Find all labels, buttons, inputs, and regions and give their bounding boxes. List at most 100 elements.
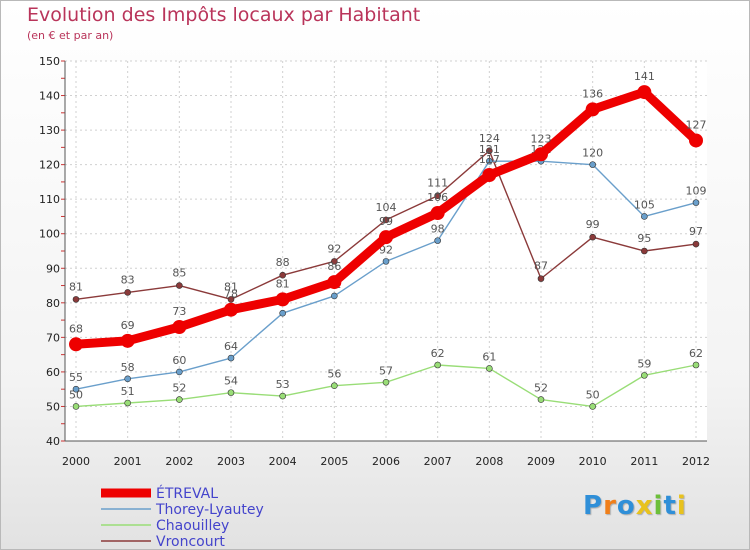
data-label: 124 [479, 132, 500, 145]
data-label: 54 [224, 375, 238, 388]
data-point [641, 372, 648, 379]
data-point [279, 309, 286, 317]
data-label: 56 [327, 368, 341, 381]
data-point [641, 247, 648, 255]
chart-title: Evolution des Impôts locaux par Habitant [27, 4, 421, 26]
data-label: 111 [427, 177, 448, 190]
data-point [482, 168, 497, 182]
data-label: 136 [582, 87, 603, 100]
y-tick-label: 100 [39, 228, 60, 241]
x-tick-label: 2000 [62, 455, 90, 468]
x-tick-label: 2012 [682, 455, 710, 468]
data-point [176, 396, 183, 403]
data-label: 109 [686, 185, 707, 198]
data-label: 99 [586, 218, 600, 231]
x-tick-label: 2003 [217, 455, 245, 468]
data-label: 81 [69, 280, 83, 293]
x-tick-label: 2011 [630, 455, 658, 468]
data-point [430, 206, 445, 220]
y-tick-label: 120 [39, 159, 60, 172]
y-tick-label: 140 [39, 90, 60, 103]
data-point [589, 403, 596, 410]
data-point [434, 237, 441, 244]
data-point [486, 157, 493, 165]
data-point [227, 354, 235, 362]
data-point [382, 258, 390, 265]
data-point [434, 361, 441, 369]
data-label: 81 [276, 277, 290, 290]
x-tick-label: 2010 [579, 455, 607, 468]
x-tick-label: 2001 [114, 455, 142, 468]
data-label: 86 [327, 260, 341, 273]
y-tick-label: 70 [46, 331, 60, 344]
data-point [689, 133, 703, 148]
data-label: 123 [531, 132, 552, 145]
logo-letter: i [676, 491, 687, 521]
data-point [589, 233, 596, 241]
data-point [72, 385, 80, 393]
data-label: 92 [327, 242, 341, 255]
data-point [72, 403, 80, 410]
data-label: 78 [224, 288, 238, 301]
data-label: 117 [479, 153, 500, 166]
data-point [172, 320, 187, 334]
data-label: 55 [69, 371, 83, 384]
data-label: 83 [121, 273, 135, 286]
data-label: 121 [479, 143, 500, 156]
data-point [176, 368, 183, 376]
data-point [692, 240, 700, 248]
x-tick-label: 2002 [165, 455, 193, 468]
y-tick-label: 40 [46, 435, 60, 448]
logo-letter: P [583, 491, 604, 521]
data-label: 106 [427, 191, 448, 204]
data-label: 120 [582, 147, 603, 160]
data-label: 61 [482, 350, 496, 363]
data-label: 50 [69, 388, 83, 401]
data-point [537, 396, 545, 403]
data-point [224, 302, 238, 317]
data-point [434, 192, 441, 200]
data-point [486, 365, 493, 372]
legend-label: Vroncourt [156, 534, 225, 549]
data-label: 58 [121, 361, 135, 374]
data-label: 85 [172, 267, 186, 280]
logo-letter: t [663, 491, 677, 521]
y-tick-label: 130 [39, 124, 60, 137]
data-label: 52 [172, 382, 186, 395]
data-point [227, 389, 235, 396]
data-point [534, 147, 548, 162]
data-label: 81 [224, 280, 238, 293]
data-point [176, 282, 183, 289]
chart-subtitle: (en € et par an) [27, 29, 114, 42]
data-label: 51 [121, 385, 135, 398]
x-tick-label: 2007 [424, 455, 452, 468]
data-label: 64 [224, 340, 238, 353]
data-point [382, 216, 390, 224]
y-tick-label: 60 [46, 366, 60, 379]
data-label: 57 [379, 364, 393, 377]
data-label: 68 [69, 322, 83, 335]
y-tick-label: 110 [39, 193, 60, 206]
x-tick-label: 2006 [372, 455, 400, 468]
data-point [124, 399, 131, 407]
data-point [124, 375, 131, 383]
data-point [637, 85, 652, 100]
data-label: 60 [172, 354, 186, 367]
data-label: 98 [431, 223, 445, 236]
x-tick-label: 2008 [475, 455, 503, 468]
data-point [279, 392, 286, 400]
legend-label: Thorey-Lyautey [155, 502, 264, 518]
data-point [641, 213, 648, 220]
data-point [692, 361, 700, 369]
data-point [279, 271, 286, 279]
data-label: 99 [379, 215, 393, 228]
data-point [327, 275, 342, 290]
data-point [331, 292, 338, 300]
data-label: 95 [637, 232, 651, 245]
data-label: 104 [376, 201, 397, 214]
data-label: 141 [634, 70, 655, 83]
data-label: 105 [634, 198, 655, 211]
data-point [585, 102, 600, 117]
